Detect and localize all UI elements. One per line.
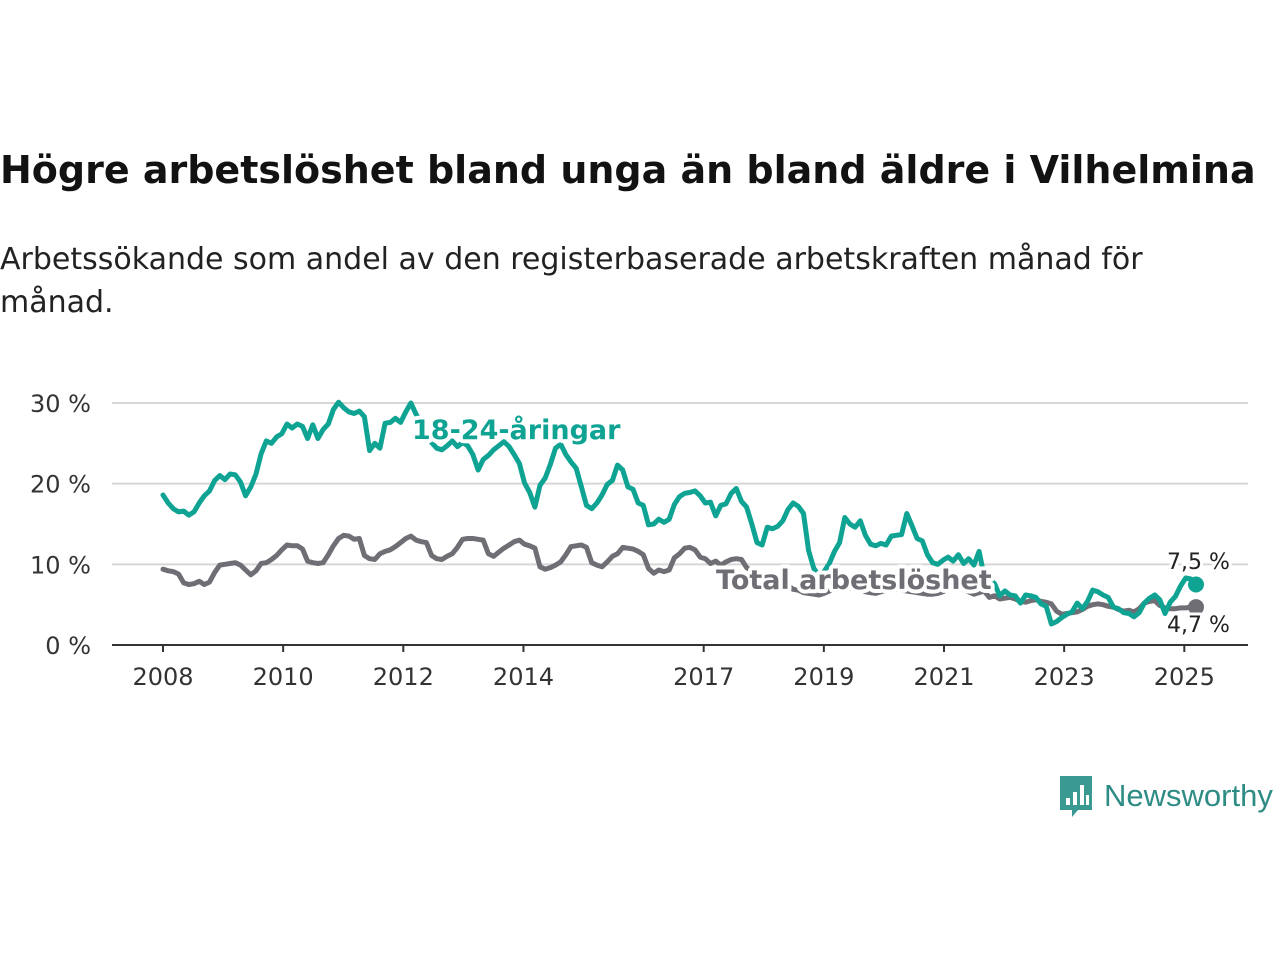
x-tick-label-2017: 2017 [673, 663, 734, 691]
y-tick-label-30: 30 % [30, 390, 91, 418]
y-tick-label-10: 10 % [30, 551, 91, 579]
x-axis-ticks: 2008 2010 2012 2014 2017 2019 2021 2023 2025 [132, 645, 1215, 691]
chart-subtitle: Arbetssökande som andel av den registerb… [0, 242, 1143, 320]
y-tick-label-0: 0 % [45, 632, 91, 660]
end-point-total [1188, 599, 1204, 616]
end-point-youth [1188, 576, 1204, 593]
y-axis-ticks: 0 % 10 % 20 % 30 % [30, 390, 91, 660]
brand-name: Newsworthy [1104, 778, 1273, 813]
series-label-total: Total arbetslöshet [716, 565, 992, 596]
series-line-youth [160, 399, 1199, 627]
x-tick-label-2025: 2025 [1154, 663, 1215, 691]
x-tick-label-2021: 2021 [913, 663, 974, 691]
x-tick-label-2010: 2010 [253, 663, 314, 691]
x-tick-label-2008: 2008 [132, 663, 193, 691]
x-tick-label-2023: 2023 [1034, 663, 1095, 691]
x-tick-label-2019: 2019 [793, 663, 854, 691]
newsworthy-logo-icon [1060, 776, 1092, 817]
newsworthy-brand: Newsworthy [1058, 772, 1273, 820]
series-label-youth: 18-24-åringar [412, 414, 621, 446]
end-label-youth: 7,5 % [1167, 550, 1230, 575]
x-tick-label-2014: 2014 [493, 663, 554, 691]
chart-title: Högre arbetslöshet bland unga än bland ä… [0, 148, 1256, 192]
end-markers: 7,5 % 4,7 % [1164, 547, 1233, 641]
grid-lines [112, 402, 1248, 646]
end-label-total: 4,7 % [1167, 613, 1230, 638]
series-labels: 18-24-åringar Total arbetslöshet [408, 410, 996, 600]
x-tick-label-2012: 2012 [373, 663, 434, 691]
series-lines [160, 399, 1199, 627]
y-tick-label-20: 20 % [30, 471, 91, 499]
line-chart: 0 % 10 % 20 % 30 % 2008 2010 2012 2014 2017 2019… [30, 390, 1248, 691]
